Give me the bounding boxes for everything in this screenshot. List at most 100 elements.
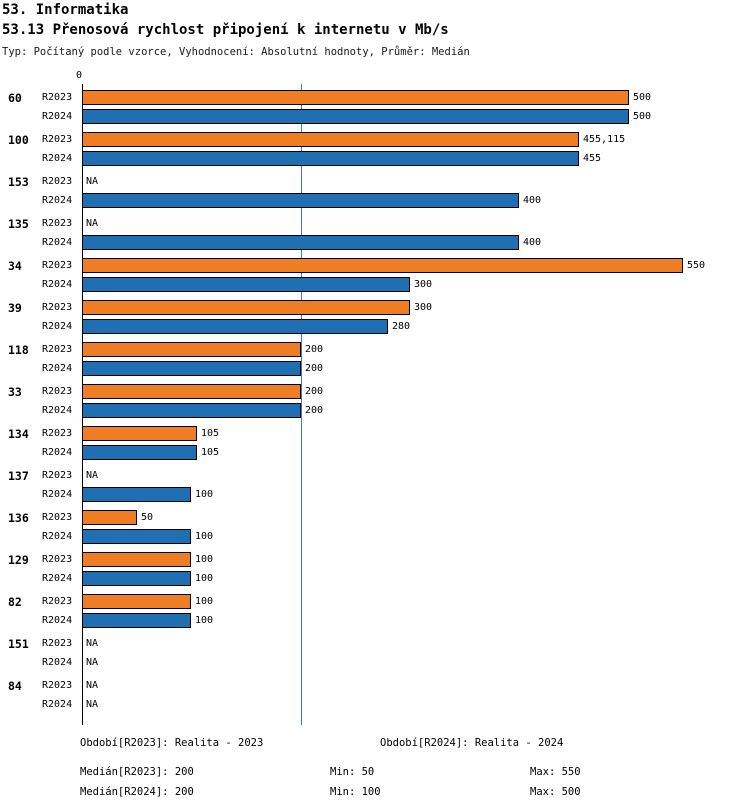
bar-row: 84 R2023 NA	[0, 676, 750, 695]
value-label: 550	[687, 260, 706, 271]
group-id-label: 60	[8, 90, 22, 105]
group-id-label: 84	[8, 678, 22, 693]
series-label: R2023	[42, 554, 73, 565]
bar-group: 137 R2023 NA R2024 100	[0, 466, 750, 504]
bar-r2023	[82, 426, 197, 441]
value-label: 455	[583, 153, 602, 164]
series-label: R2024	[42, 321, 73, 332]
value-label: NA	[86, 680, 99, 691]
series-label: R2024	[42, 489, 73, 500]
bar-group: 135 R2023 NA R2024 400	[0, 214, 750, 252]
bar-group: 60 R2023 500 R2024 500	[0, 88, 750, 126]
bar-area: 100	[82, 485, 213, 504]
bar-group: 118 R2023 200 R2024 200	[0, 340, 750, 378]
bar-area: 100	[82, 592, 213, 611]
bar-r2024	[82, 193, 519, 208]
bar-area: 200	[82, 340, 323, 359]
group-id-label: 135	[8, 216, 29, 231]
series-label: R2023	[42, 92, 73, 103]
bar-row: 134 R2023 105	[0, 424, 750, 443]
value-label: 400	[523, 195, 542, 206]
series-label: R2024	[42, 657, 73, 668]
series-label: R2024	[42, 531, 73, 542]
bar-row: 82 R2023 100	[0, 592, 750, 611]
footer-median-r2024: Medián[R2024]: 200	[80, 786, 194, 798]
bar-group: 84 R2023 NA R2024 NA	[0, 676, 750, 714]
series-label: R2023	[42, 134, 73, 145]
chapter-title: 53. Informatika	[2, 2, 129, 18]
bar-r2023	[82, 594, 191, 609]
group-id-label: 134	[8, 426, 29, 441]
bar-row: R2024 300	[0, 275, 750, 294]
series-label: R2023	[42, 386, 73, 397]
value-label: 400	[523, 237, 542, 248]
bar-row: R2024 NA	[0, 695, 750, 714]
series-label: R2024	[42, 699, 73, 710]
bar-row: 39 R2023 300	[0, 298, 750, 317]
bar-r2023	[82, 552, 191, 567]
value-label: 200	[305, 363, 324, 374]
bar-area: NA	[82, 653, 98, 672]
value-label: 100	[195, 615, 214, 626]
bar-row: 118 R2023 200	[0, 340, 750, 359]
bar-r2024	[82, 529, 191, 544]
bar-row: R2024 455	[0, 149, 750, 168]
series-label: R2023	[42, 470, 73, 481]
value-label: NA	[86, 657, 99, 668]
series-label: R2023	[42, 344, 73, 355]
bar-r2024	[82, 403, 301, 418]
chart-meta-line: Typ: Počítaný podle vzorce, Vyhodnocení:…	[2, 46, 470, 58]
value-label: 100	[195, 554, 214, 565]
series-label: R2023	[42, 428, 73, 439]
bar-row: R2024 100	[0, 485, 750, 504]
value-label: 500	[633, 92, 652, 103]
bar-area: 100	[82, 569, 213, 588]
value-label: 100	[195, 489, 214, 500]
series-label: R2023	[42, 638, 73, 649]
bar-row: R2024 200	[0, 359, 750, 378]
footer-min-r2023: Min: 50	[330, 766, 375, 778]
series-label: R2023	[42, 302, 73, 313]
series-label: R2024	[42, 111, 73, 122]
value-label: 100	[195, 573, 214, 584]
value-label: NA	[86, 218, 99, 229]
bar-r2024	[82, 613, 191, 628]
bar-row: R2024 280	[0, 317, 750, 336]
bar-group: 136 R2023 50 R2024 100	[0, 508, 750, 546]
value-label: 105	[201, 447, 220, 458]
bar-r2023	[82, 342, 301, 357]
bar-area: 280	[82, 317, 410, 336]
series-label: R2024	[42, 363, 73, 374]
footer-period-r2023: Období[R2023]: Realita - 2023	[80, 737, 264, 749]
bar-area: NA	[82, 466, 98, 485]
bar-area: 100	[82, 527, 213, 546]
bar-area: 400	[82, 233, 541, 252]
bar-r2024	[82, 571, 191, 586]
footer-min-r2024: Min: 100	[330, 786, 381, 798]
value-label: 200	[305, 344, 324, 355]
footer-period-r2024: Období[R2024]: Realita - 2024	[380, 737, 564, 749]
bar-r2023	[82, 258, 683, 273]
bar-area: 500	[82, 88, 651, 107]
bar-row: 153 R2023 NA	[0, 172, 750, 191]
group-id-label: 118	[8, 342, 29, 357]
bar-area: 200	[82, 382, 323, 401]
group-id-label: 33	[8, 384, 22, 399]
bar-area: 100	[82, 550, 213, 569]
bar-area: 105	[82, 424, 219, 443]
value-label: NA	[86, 638, 99, 649]
group-id-label: 151	[8, 636, 29, 651]
bar-row: R2024 100	[0, 611, 750, 630]
bar-row: R2024 100	[0, 527, 750, 546]
bar-area: 105	[82, 443, 219, 462]
value-label: 500	[633, 111, 652, 122]
series-label: R2023	[42, 596, 73, 607]
series-label: R2024	[42, 405, 73, 416]
series-label: R2023	[42, 512, 73, 523]
series-label: R2024	[42, 237, 73, 248]
bar-area: 50	[82, 508, 153, 527]
chart-title: 53.13 Přenosová rychlost připojení k int…	[2, 22, 449, 38]
value-label: NA	[86, 699, 99, 710]
value-label: 100	[195, 596, 214, 607]
bar-area: 400	[82, 191, 541, 210]
